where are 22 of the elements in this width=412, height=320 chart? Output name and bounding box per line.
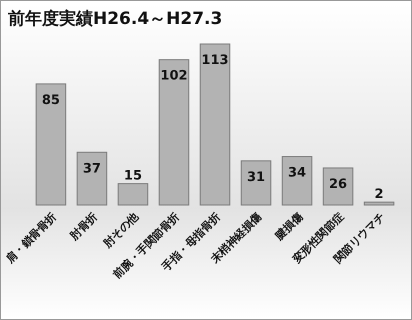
bar: [364, 202, 394, 206]
chart-title: 前年度実績H26.4～H27.3: [7, 9, 222, 29]
bar: [322, 167, 354, 206]
bar: [282, 156, 312, 206]
data-label: 31: [246, 170, 266, 185]
x-tick-label: 肘骨折: [66, 210, 100, 244]
bar: [240, 160, 272, 206]
bar: [118, 183, 148, 206]
data-label: 15: [124, 168, 142, 184]
data-label: 2: [374, 187, 384, 202]
data-label: 37: [82, 161, 101, 176]
x-tick-label: 肩・鎖骨骨折: [2, 210, 60, 266]
data-label: 102: [160, 68, 188, 84]
x-tick-label: 腱損傷: [272, 210, 306, 244]
data-label: 113: [201, 53, 229, 68]
data-label: 34: [288, 166, 306, 181]
bar: [36, 83, 66, 206]
data-label: 26: [329, 176, 348, 192]
bar: [158, 59, 190, 206]
data-label: 85: [42, 92, 60, 108]
bar: [76, 152, 108, 206]
bar: [200, 44, 230, 206]
